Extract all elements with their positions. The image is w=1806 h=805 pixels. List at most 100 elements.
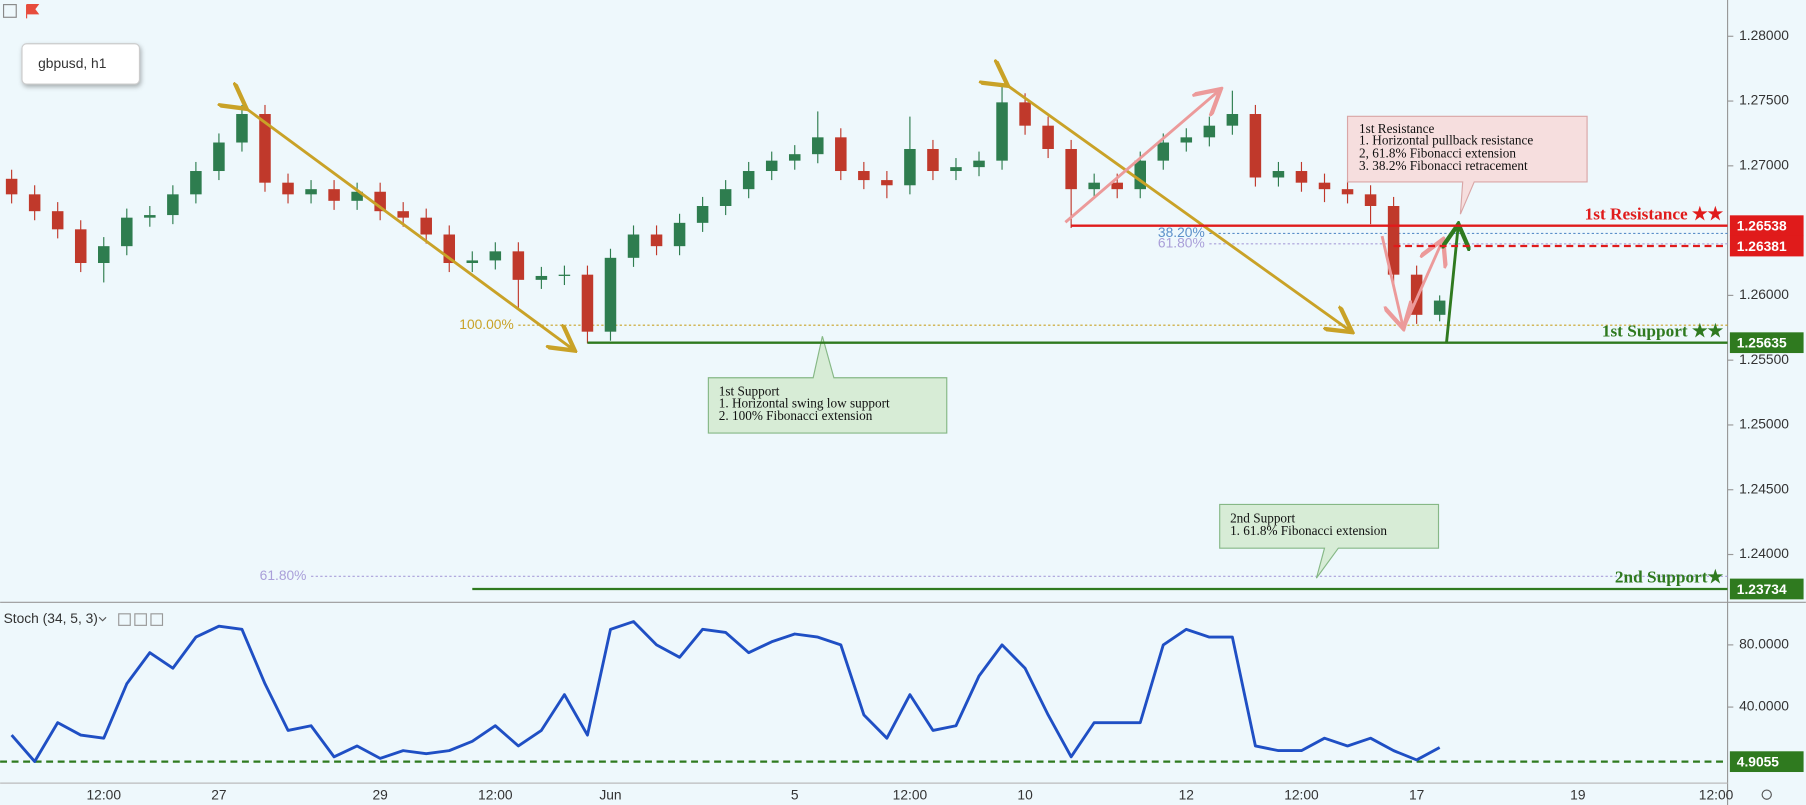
candle-body xyxy=(1111,182,1123,190)
price-tag-label: 4.9055 xyxy=(1737,753,1780,769)
price-tag xyxy=(1729,751,1804,773)
candle-body xyxy=(812,137,824,155)
level-name: 2nd Support★ xyxy=(1615,568,1724,587)
candle-body xyxy=(512,251,525,280)
arrow xyxy=(1403,242,1442,326)
candle-body xyxy=(1088,182,1100,190)
indicator-label: Stoch (34, 5, 3) xyxy=(4,610,98,626)
candle-body xyxy=(1157,142,1170,161)
callout-box xyxy=(707,336,948,434)
icon[interactable] xyxy=(134,613,147,626)
x-tick-label: 17 xyxy=(1409,786,1424,802)
price-tag-label: 1.26538 xyxy=(1737,217,1787,233)
callout-box xyxy=(1346,115,1588,215)
candle-body xyxy=(535,275,548,280)
candle-body xyxy=(950,167,962,172)
callout-text: 2, 61.8% Fibonacci extension xyxy=(1359,145,1516,160)
candle-body xyxy=(397,211,409,218)
x-tick-label: 29 xyxy=(372,786,388,802)
candle-body xyxy=(74,229,87,264)
y-tick-label: 1.24000 xyxy=(1739,545,1789,561)
level-name: 1st Resistance ★★ xyxy=(1585,204,1724,223)
x-tick-label: Jun xyxy=(599,786,621,802)
price-tag xyxy=(1729,332,1804,354)
candle-body xyxy=(673,222,686,247)
candle-body xyxy=(996,102,1008,161)
candle-body xyxy=(904,148,916,186)
price-tag-label: 1.23734 xyxy=(1737,581,1787,597)
candle-body xyxy=(650,234,663,247)
fib-label: 61.80% xyxy=(1158,234,1205,250)
candle-body xyxy=(489,251,502,261)
candle-body xyxy=(1410,274,1423,315)
candle-body xyxy=(835,137,847,172)
y-tick-label: 1.28000 xyxy=(1739,27,1789,43)
y-tick-label: 1.27500 xyxy=(1739,92,1789,108)
candle-body xyxy=(1019,102,1031,126)
icon[interactable] xyxy=(98,616,107,622)
candle-body xyxy=(1042,125,1054,149)
candle-body xyxy=(167,194,179,216)
candle-body xyxy=(98,246,110,264)
icon[interactable] xyxy=(26,4,40,19)
settings-icon[interactable] xyxy=(1761,789,1772,800)
candle-body xyxy=(328,189,340,201)
candle-body xyxy=(1318,182,1331,190)
callout-box xyxy=(1219,503,1440,579)
candle-body xyxy=(765,160,778,172)
annotations xyxy=(244,84,1458,349)
candle-body xyxy=(581,274,594,332)
candle-body xyxy=(973,160,985,168)
candle-body xyxy=(1433,300,1446,315)
candle-body xyxy=(1272,171,1285,178)
callout-text: 1st Support xyxy=(719,384,780,399)
callout: 1st Resistance 1. Horizontal pullback re… xyxy=(1346,115,1588,215)
price-tag xyxy=(1729,235,1804,257)
candle-body xyxy=(1203,125,1216,138)
callout-text: 1st Resistance xyxy=(1359,121,1434,136)
price-tag-label: 1.26381 xyxy=(1737,238,1787,254)
candle-body xyxy=(420,217,432,235)
candle-body xyxy=(121,217,133,247)
candle-body xyxy=(282,182,294,195)
y-tick-label: 1.25000 xyxy=(1739,416,1789,432)
callout-text: 1. Horizontal swing low support xyxy=(719,395,890,410)
icon[interactable] xyxy=(118,613,131,626)
candle-body xyxy=(190,171,202,195)
x-tick-label: 12:00 xyxy=(478,786,513,802)
candle-body xyxy=(1341,189,1354,195)
symbol-label: gbpusd, h1 xyxy=(38,55,106,71)
x-tick-label: 12:00 xyxy=(1699,786,1734,802)
candle-body xyxy=(1387,206,1400,275)
candle-body xyxy=(236,114,248,143)
candle-body xyxy=(466,260,479,264)
callout-text: 2. 100% Fibonacci extension xyxy=(719,408,873,423)
y-tick-label: 1.24500 xyxy=(1739,480,1789,496)
callout-text: 2nd Support xyxy=(1230,510,1295,525)
icon[interactable] xyxy=(150,613,164,626)
stoch-line xyxy=(10,620,1441,763)
candle-body xyxy=(604,257,617,332)
x-tick-label: 5 xyxy=(791,786,799,802)
candle-body xyxy=(742,171,755,190)
candle-body xyxy=(5,178,18,195)
candle-body xyxy=(1065,148,1077,190)
fib-label: 61.80% xyxy=(260,567,307,583)
candle-body xyxy=(1249,114,1262,178)
arrow xyxy=(1380,235,1403,326)
icon[interactable] xyxy=(2,4,17,18)
candle-body xyxy=(927,148,939,172)
candle-body xyxy=(144,215,156,218)
x-tick-label: 27 xyxy=(211,786,226,802)
callout-text: 1. Horizontal pullback resistance xyxy=(1359,133,1533,148)
candle-body xyxy=(305,189,317,195)
arrow xyxy=(1064,91,1218,224)
candle-body xyxy=(213,142,225,172)
candle-body xyxy=(1364,194,1377,207)
y-tick-label: 1.27000 xyxy=(1739,156,1789,172)
x-tick-label: 19 xyxy=(1570,786,1586,802)
x-tick-label: 12:00 xyxy=(86,786,121,802)
arrow xyxy=(1005,84,1349,330)
